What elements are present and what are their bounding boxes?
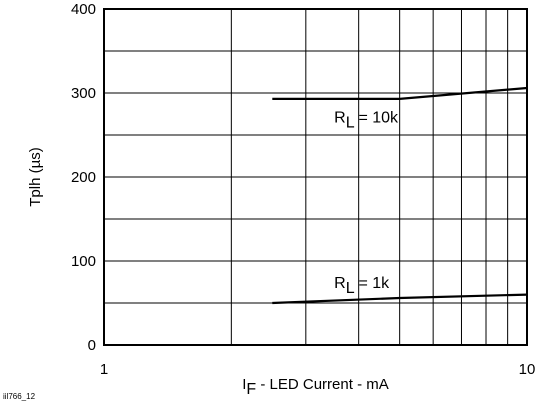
y-tick-label: 300 xyxy=(71,85,96,102)
annotation-subscript: L xyxy=(346,280,355,297)
y-axis-label: Tplh (µs) xyxy=(27,147,44,206)
y-tick-label: 0 xyxy=(88,337,96,354)
y-tick-label: 200 xyxy=(71,169,96,186)
x-axis-label: IF - LED Current - mA xyxy=(242,376,388,398)
series-annotation: RL = 10k xyxy=(334,110,399,132)
annotation-subscript: L xyxy=(346,115,355,132)
x-tick-label: 10 xyxy=(519,361,536,378)
x-tick-label: 1 xyxy=(100,361,108,378)
x-axis-label-rest: - LED Current - mA xyxy=(256,376,389,393)
x-axis-label-prefix: I xyxy=(242,376,246,393)
grid xyxy=(104,9,527,345)
y-tick-label: 400 xyxy=(71,1,96,18)
series-line-2 xyxy=(272,293,528,305)
plot-frame xyxy=(103,8,528,346)
figure-id: iil766_12 xyxy=(3,392,36,401)
annotation-prefix: R xyxy=(334,110,346,127)
series-line-1 xyxy=(272,86,528,101)
annotation-rest: = 1k xyxy=(354,275,390,292)
x-axis-label-subscript: F xyxy=(246,381,256,398)
y-tick-label: 100 xyxy=(71,253,96,270)
annotation-rest: = 10k xyxy=(354,110,399,127)
series-lines xyxy=(272,86,528,305)
tick-labels: 0 100 200 300 400 1 10 xyxy=(71,1,535,378)
series-annotation: RL = 1k xyxy=(334,275,390,297)
annotation-prefix: R xyxy=(334,275,346,292)
